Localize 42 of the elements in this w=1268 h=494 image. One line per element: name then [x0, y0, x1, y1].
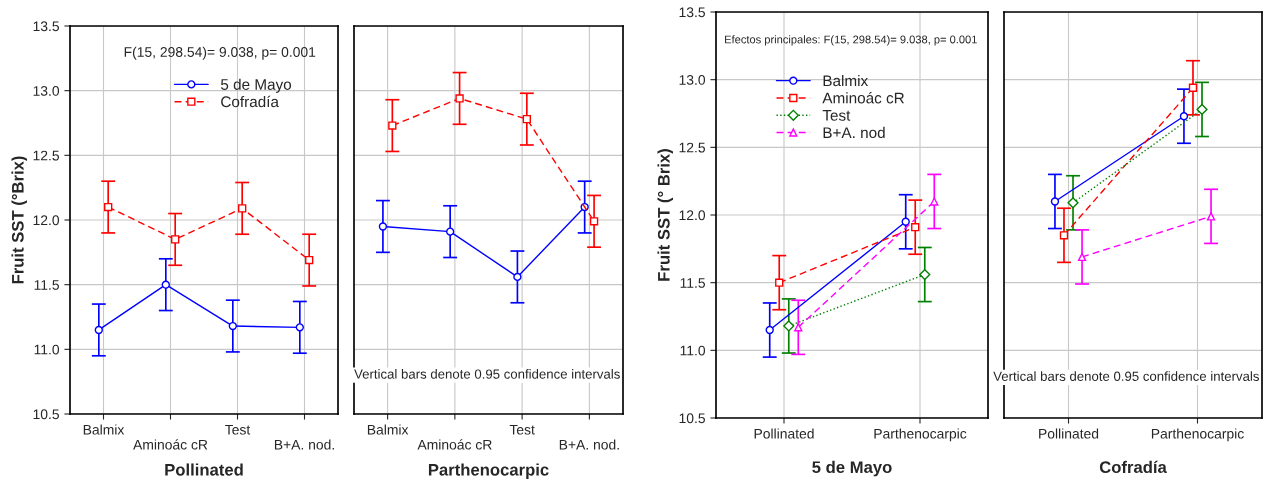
y-tick-label: 11.0: [34, 344, 60, 355]
x-axis-title: Pollinated: [165, 463, 243, 476]
legend-label: Cofradía: [221, 95, 279, 108]
legend-label: Aminoác cR: [822, 92, 904, 104]
y-tick-label: 10.5: [33, 409, 59, 420]
x-tick-label: Pollinated: [754, 428, 814, 439]
legend-label: 5 de Mayo: [220, 78, 292, 93]
legend-label: B+A. nod: [823, 126, 885, 139]
x-axis-title: Parthenocarpic: [428, 463, 549, 479]
y-tick-label: 12.5: [679, 142, 705, 153]
annotation: Vertical bars denote 0.95 confidence intervals: [993, 371, 1259, 381]
x-tick-label: Balmix: [83, 424, 125, 435]
y-tick-label: 10.5: [679, 413, 705, 424]
x-tick-label: Balmix: [367, 424, 409, 435]
annotation: Efectos principales: F(15, 298.54)= 9.038, p= 0.001: [725, 35, 977, 46]
y-tick-label: 11.5: [34, 280, 59, 290]
x-tick-label: Test: [225, 424, 251, 435]
y-tick-label: 12.0: [33, 215, 60, 226]
y-axis-title: Fruit SST (° Brix): [657, 149, 673, 281]
annotation: Vertical bars denote 0.95 confidence intervals: [354, 369, 620, 379]
x-tick-label: Pollinated: [1039, 428, 1099, 439]
y-tick-label: 13.5: [33, 21, 59, 32]
x-tick-label: B+A. nod.: [274, 439, 334, 450]
x-tick-label: B+A. nod.: [559, 439, 619, 450]
y-tick-label: 12.0: [679, 210, 706, 221]
x-tick-label: Test: [509, 424, 535, 435]
y-tick-label: 11.5: [680, 278, 705, 288]
y-tick-label: 11.0: [680, 345, 706, 356]
annotation: F(15, 298.54)= 9.038, p= 0.001: [124, 46, 316, 60]
y-tick-label: 13.0: [679, 75, 706, 85]
x-axis-title: 5 de Mayo: [812, 460, 892, 477]
y-axis-title: Fruit SST (°Brix): [11, 156, 27, 284]
x-tick-label: Aminoác cR: [133, 439, 208, 450]
legend-label: Test: [822, 110, 851, 121]
y-tick-label: 13.0: [33, 86, 60, 96]
y-tick-label: 12.5: [33, 150, 59, 161]
y-tick-label: 13.5: [679, 7, 705, 18]
x-tick-label: Parthenocarpic: [874, 428, 967, 442]
x-tick-label: Parthenocarpic: [1151, 428, 1244, 442]
x-tick-label: Aminoác cR: [417, 439, 492, 450]
x-axis-title: Cofradía: [1099, 460, 1167, 474]
legend-label: Balmix: [823, 74, 869, 87]
